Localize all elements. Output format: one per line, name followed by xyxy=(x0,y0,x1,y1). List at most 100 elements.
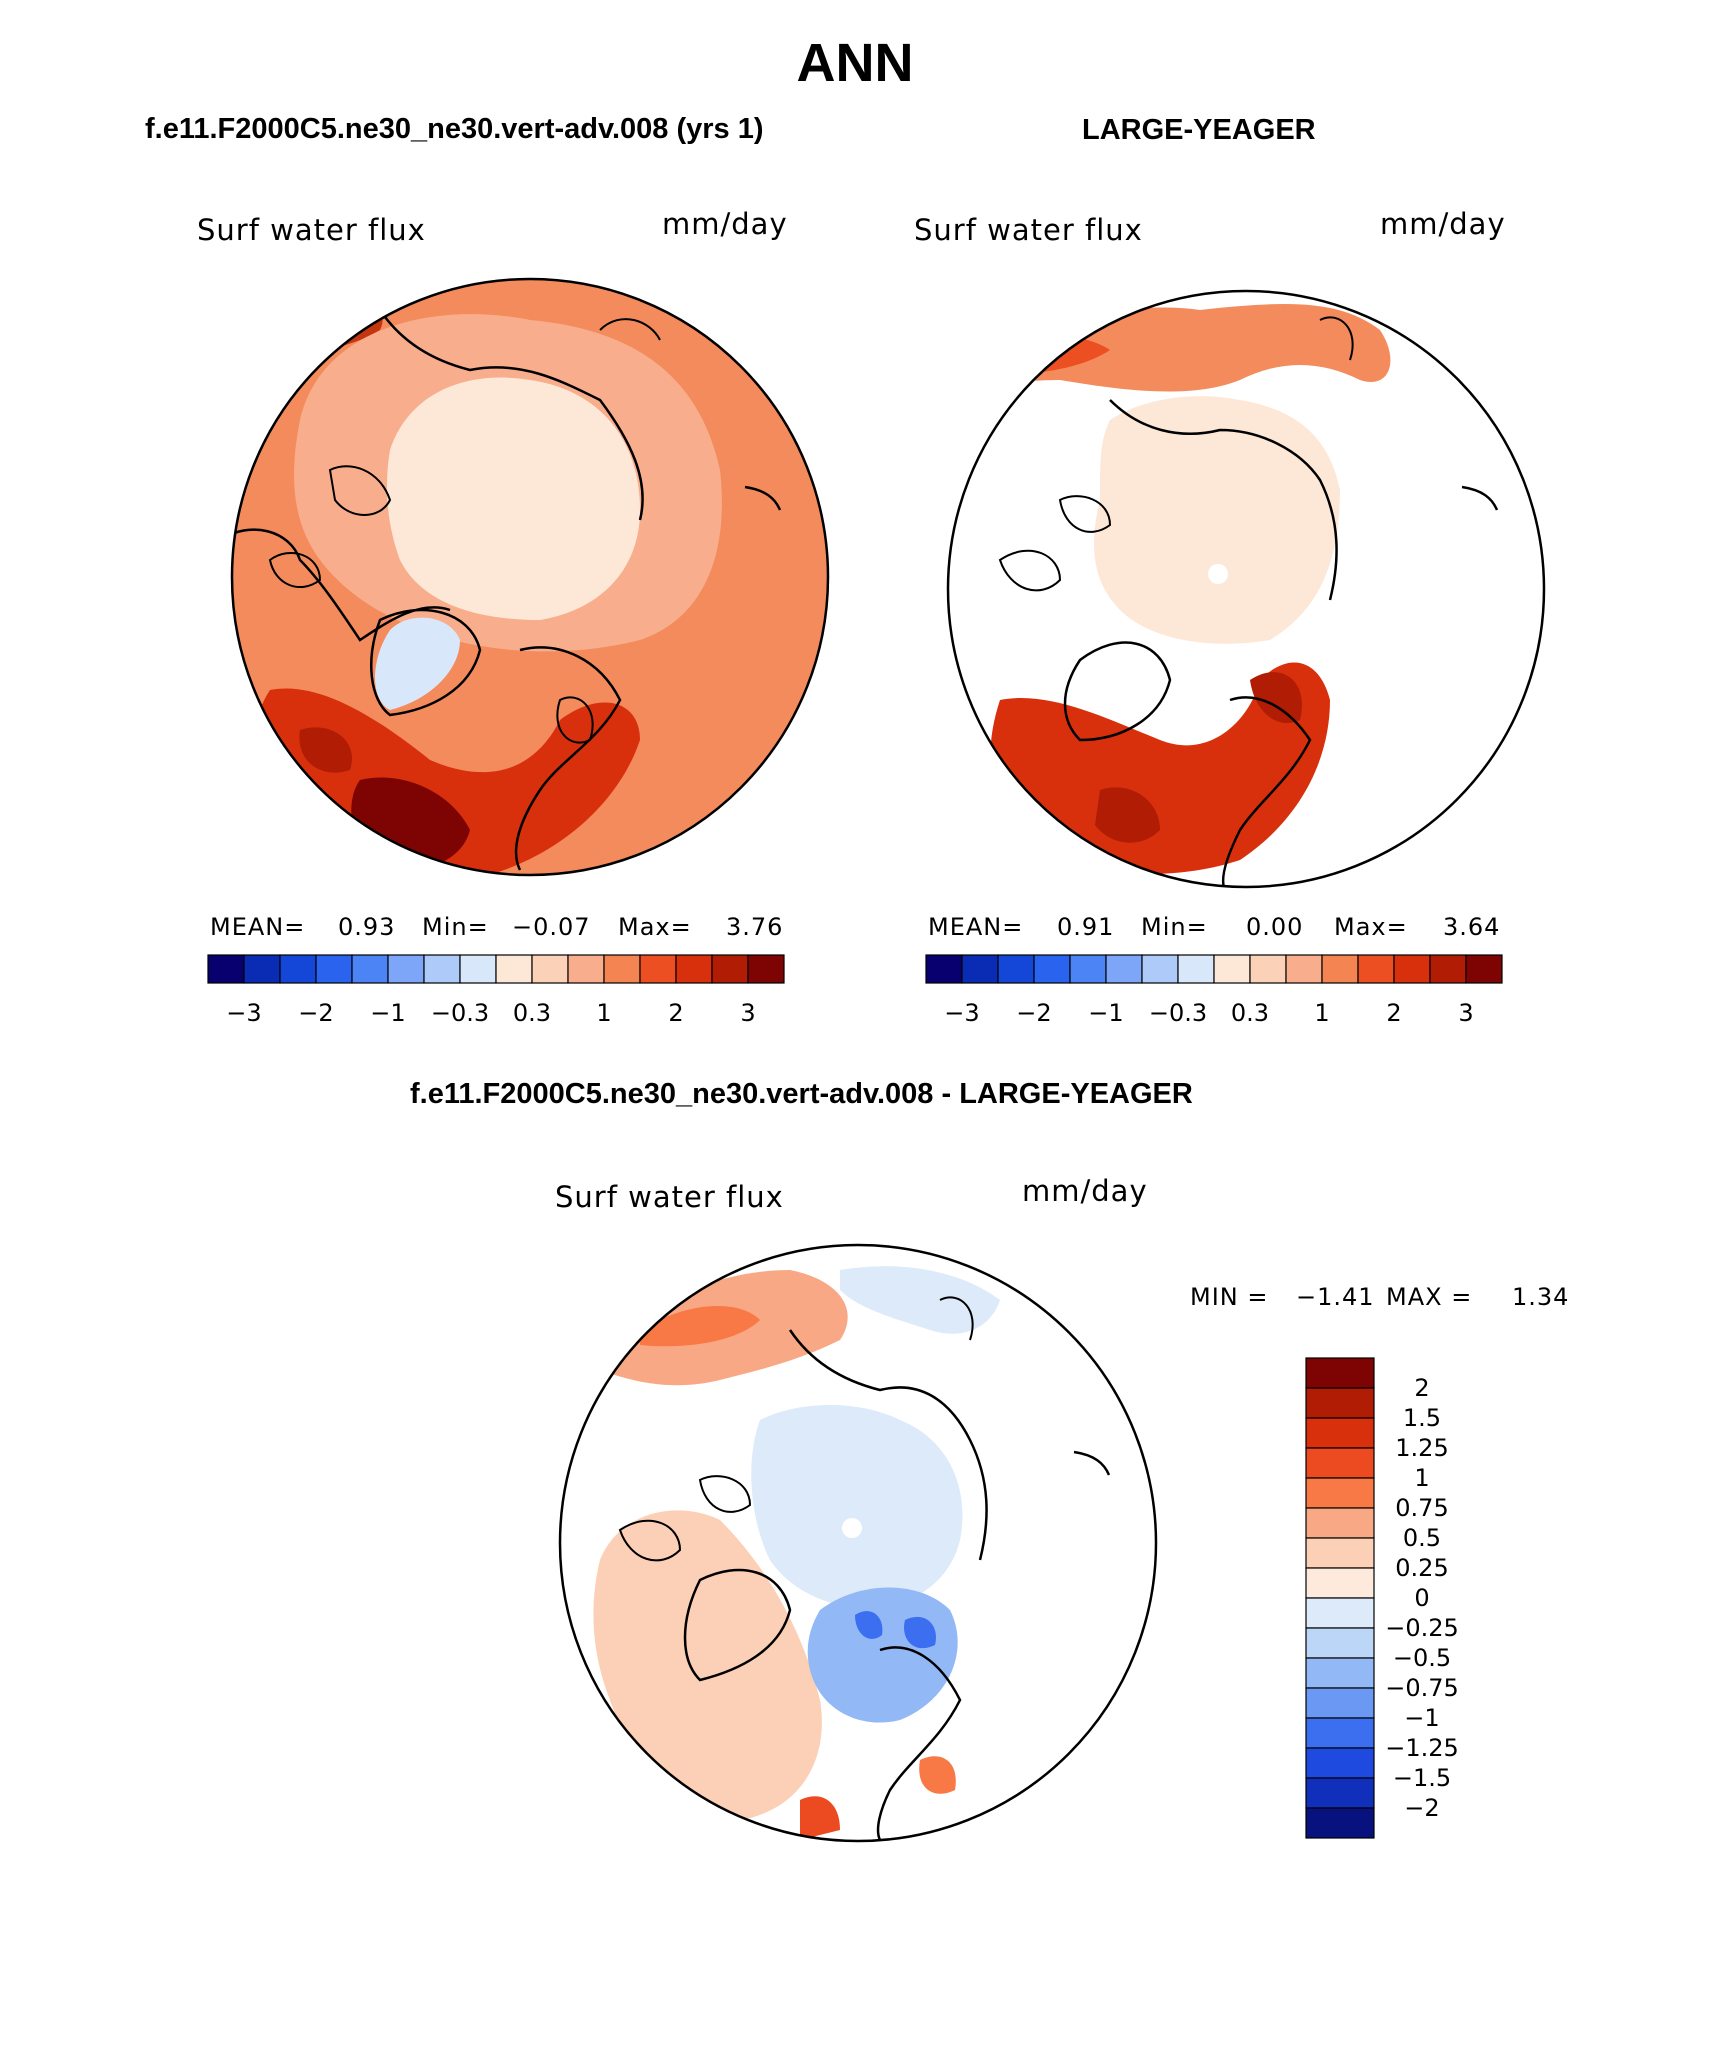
difference-colorbar-tick-label: 1.5 xyxy=(1403,1404,1441,1432)
difference-units: mm/day xyxy=(1022,1174,1148,1208)
panel2-colorbar-swatch xyxy=(1105,954,1143,984)
panel2-variable: Surf water flux xyxy=(914,213,1143,247)
panel2-colorbar-swatch xyxy=(1033,954,1071,984)
difference-colorbar-tick-label: −0.5 xyxy=(1393,1644,1451,1672)
difference-colorbar-swatch xyxy=(1305,1627,1375,1659)
panel1-map-frame xyxy=(230,277,830,877)
panel2-polar-map xyxy=(948,291,1544,887)
panel1-units: mm/day xyxy=(662,207,788,241)
panel2-case-title: LARGE-YEAGER xyxy=(1082,114,1316,146)
panel1-colorbar-tick-label: 0.3 xyxy=(513,999,551,1027)
difference-max-label: MAX = xyxy=(1386,1283,1473,1311)
panel2-colorbar-swatch xyxy=(1249,954,1287,984)
panel2-colorbar-swatch xyxy=(1465,954,1503,984)
panel2-map-frame xyxy=(946,289,1546,889)
panel1-colorbar-swatch xyxy=(315,954,353,984)
difference-max-value: 1.34 xyxy=(1512,1283,1570,1311)
difference-colorbar-tick-label: 0.25 xyxy=(1395,1554,1448,1582)
panel1-colorbar-swatch xyxy=(711,954,749,984)
difference-colorbar-tick-label: −1.25 xyxy=(1385,1734,1459,1762)
difference-colorbar-swatch xyxy=(1305,1537,1375,1569)
difference-colorbar-tick-label: 0 xyxy=(1414,1584,1429,1612)
difference-colorbar-swatch xyxy=(1305,1567,1375,1599)
panel1-colorbar: −3 −2 −1 −0.3 0.3 1 2 3 xyxy=(207,954,785,1027)
difference-colorbar-tick-label: −0.25 xyxy=(1385,1614,1459,1642)
panel2-colorbar-swatch xyxy=(1321,954,1359,984)
difference-colorbar-swatch xyxy=(1305,1597,1375,1629)
panel1-colorbar-tick-label: 3 xyxy=(740,999,755,1027)
difference-colorbar-tick-label: −1 xyxy=(1404,1704,1439,1732)
panel1-mean-label: MEAN= xyxy=(210,913,306,941)
panel1-colorbar-tick-label: −0.3 xyxy=(431,999,489,1027)
panel1-colorbar-swatch xyxy=(639,954,677,984)
difference-colorbar-swatch xyxy=(1305,1687,1375,1719)
panel1-colorbar-swatch xyxy=(603,954,641,984)
panel2-colorbar-swatch xyxy=(997,954,1035,984)
panel2-max-label: Max= xyxy=(1334,913,1408,941)
difference-colorbar: 21.51.2510.750.50.250−0.25−0.5−0.75−1−1.… xyxy=(1305,1357,1459,1839)
panel1-colorbar-swatch xyxy=(423,954,461,984)
difference-map-frame xyxy=(558,1243,1158,1843)
panel2-units: mm/day xyxy=(1380,207,1506,241)
panel2-colorbar-swatch xyxy=(1213,954,1251,984)
panel2-colorbar-tick-label: −2 xyxy=(1016,999,1051,1027)
panel2-colorbar-tick-label: 0.3 xyxy=(1231,999,1269,1027)
panel2-colorbar-swatch xyxy=(1429,954,1467,984)
panel1-colorbar-swatch xyxy=(459,954,497,984)
panel1-max-value: 3.76 xyxy=(726,913,784,941)
panel2-colorbar-swatch xyxy=(1393,954,1431,984)
difference-variable: Surf water flux xyxy=(555,1180,784,1214)
difference-colorbar-swatch xyxy=(1305,1657,1375,1689)
panel1-variable: Surf water flux xyxy=(197,213,426,247)
panel1-polar-map xyxy=(232,279,828,875)
panel1-max-label: Max= xyxy=(618,913,692,941)
panel1-colorbar-swatch xyxy=(279,954,317,984)
panel2-colorbar: −3 −2 −1 −0.3 0.3 1 2 3 xyxy=(925,954,1503,1027)
panel2-min-label: Min= xyxy=(1141,913,1208,941)
panel1-min-value: −0.07 xyxy=(512,913,591,941)
panel2-colorbar-tick-label: −3 xyxy=(944,999,979,1027)
difference-colorbar-swatch xyxy=(1305,1507,1375,1539)
panel2-mean-value: 0.91 xyxy=(1057,913,1115,941)
panel2-colorbar-tick-label: 1 xyxy=(1314,999,1329,1027)
panel1-case-title: f.e11.F2000C5.ne30_ne30.vert-adv.008 (yr… xyxy=(145,113,764,145)
panel2-max-value: 3.64 xyxy=(1443,913,1501,941)
difference-colorbar-swatch xyxy=(1305,1807,1375,1839)
panel2-colorbar-swatch xyxy=(1357,954,1395,984)
figure-title: ANN xyxy=(796,33,914,93)
difference-colorbar-swatch xyxy=(1305,1777,1375,1809)
panel2-min-value: 0.00 xyxy=(1246,913,1304,941)
difference-colorbar-swatch xyxy=(1305,1387,1375,1419)
difference-min-value: −1.41 xyxy=(1296,1283,1375,1311)
panel2-colorbar-swatch xyxy=(1177,954,1215,984)
difference-min-label: MIN = xyxy=(1190,1283,1269,1311)
panel1-colorbar-swatch xyxy=(747,954,785,984)
panel1-colorbar-tick-label: 2 xyxy=(668,999,683,1027)
panel2-colorbar-swatch xyxy=(925,954,963,984)
difference-colorbar-tick-label: 0.75 xyxy=(1395,1494,1448,1522)
difference-title: f.e11.F2000C5.ne30_ne30.vert-adv.008 - L… xyxy=(410,1078,1193,1110)
difference-colorbar-swatch xyxy=(1305,1417,1375,1449)
panel1-colorbar-swatch xyxy=(675,954,713,984)
panel1-colorbar-swatch xyxy=(387,954,425,984)
difference-colorbar-tick-label: 2 xyxy=(1414,1374,1429,1402)
difference-colorbar-tick-label: −1.5 xyxy=(1393,1764,1451,1792)
panel2-colorbar-swatch xyxy=(1069,954,1107,984)
panel2-colorbar-swatch xyxy=(1141,954,1179,984)
panel1-min-label: Min= xyxy=(422,913,489,941)
panel2-colorbar-swatch xyxy=(1285,954,1323,984)
panel1-colorbar-tick-label: −1 xyxy=(370,999,405,1027)
panel1-colorbar-swatch xyxy=(207,954,245,984)
panel1-colorbar-swatch xyxy=(351,954,389,984)
difference-colorbar-swatch xyxy=(1305,1747,1375,1779)
difference-colorbar-tick-label: 1.25 xyxy=(1395,1434,1448,1462)
panel1-mean-value: 0.93 xyxy=(338,913,396,941)
panel1-colorbar-swatch xyxy=(531,954,569,984)
panel1-colorbar-swatch xyxy=(243,954,281,984)
panel1-colorbar-swatch xyxy=(567,954,605,984)
panel2-colorbar-tick-label: 2 xyxy=(1386,999,1401,1027)
difference-colorbar-tick-label: −0.75 xyxy=(1385,1674,1459,1702)
panel1-colorbar-tick-label: 1 xyxy=(596,999,611,1027)
difference-colorbar-swatch xyxy=(1305,1447,1375,1479)
